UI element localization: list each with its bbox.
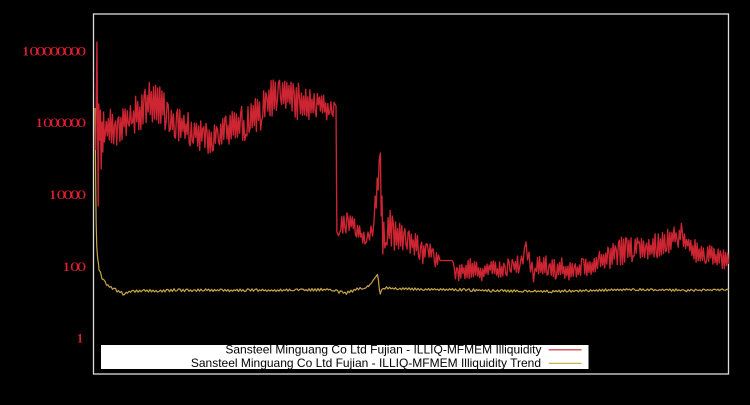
svg-text:0: 0 bbox=[70, 44, 79, 58]
svg-text:0: 0 bbox=[57, 116, 66, 130]
svg-text:0: 0 bbox=[77, 260, 86, 274]
svg-text:0: 0 bbox=[70, 116, 79, 130]
svg-text:Sansteel Minguang Co Ltd Fujia: Sansteel Minguang Co Ltd Fujian - ILLIQ-… bbox=[225, 343, 541, 357]
svg-text:0: 0 bbox=[70, 260, 79, 274]
svg-text:0: 0 bbox=[63, 188, 72, 202]
svg-text:0: 0 bbox=[63, 116, 72, 130]
svg-text:0: 0 bbox=[77, 116, 86, 130]
svg-text:0: 0 bbox=[50, 44, 59, 58]
svg-text:0: 0 bbox=[63, 44, 72, 58]
svg-text:1: 1 bbox=[50, 188, 56, 202]
svg-text:0: 0 bbox=[77, 44, 86, 58]
svg-text:0: 0 bbox=[43, 44, 52, 58]
svg-text:0: 0 bbox=[43, 116, 52, 130]
svg-text:1: 1 bbox=[63, 260, 69, 274]
svg-text:1: 1 bbox=[77, 332, 83, 346]
svg-text:1: 1 bbox=[23, 44, 29, 58]
svg-text:0: 0 bbox=[29, 44, 38, 58]
svg-text:0: 0 bbox=[77, 188, 86, 202]
svg-text:0: 0 bbox=[57, 44, 66, 58]
svg-text:0: 0 bbox=[50, 116, 59, 130]
svg-text:0: 0 bbox=[70, 188, 79, 202]
svg-text:0: 0 bbox=[36, 44, 45, 58]
svg-text:0: 0 bbox=[57, 188, 66, 202]
svg-text:Sansteel Minguang Co Ltd Fujia: Sansteel Minguang Co Ltd Fujian - ILLIQ-… bbox=[191, 356, 541, 370]
svg-text:1: 1 bbox=[36, 116, 42, 130]
